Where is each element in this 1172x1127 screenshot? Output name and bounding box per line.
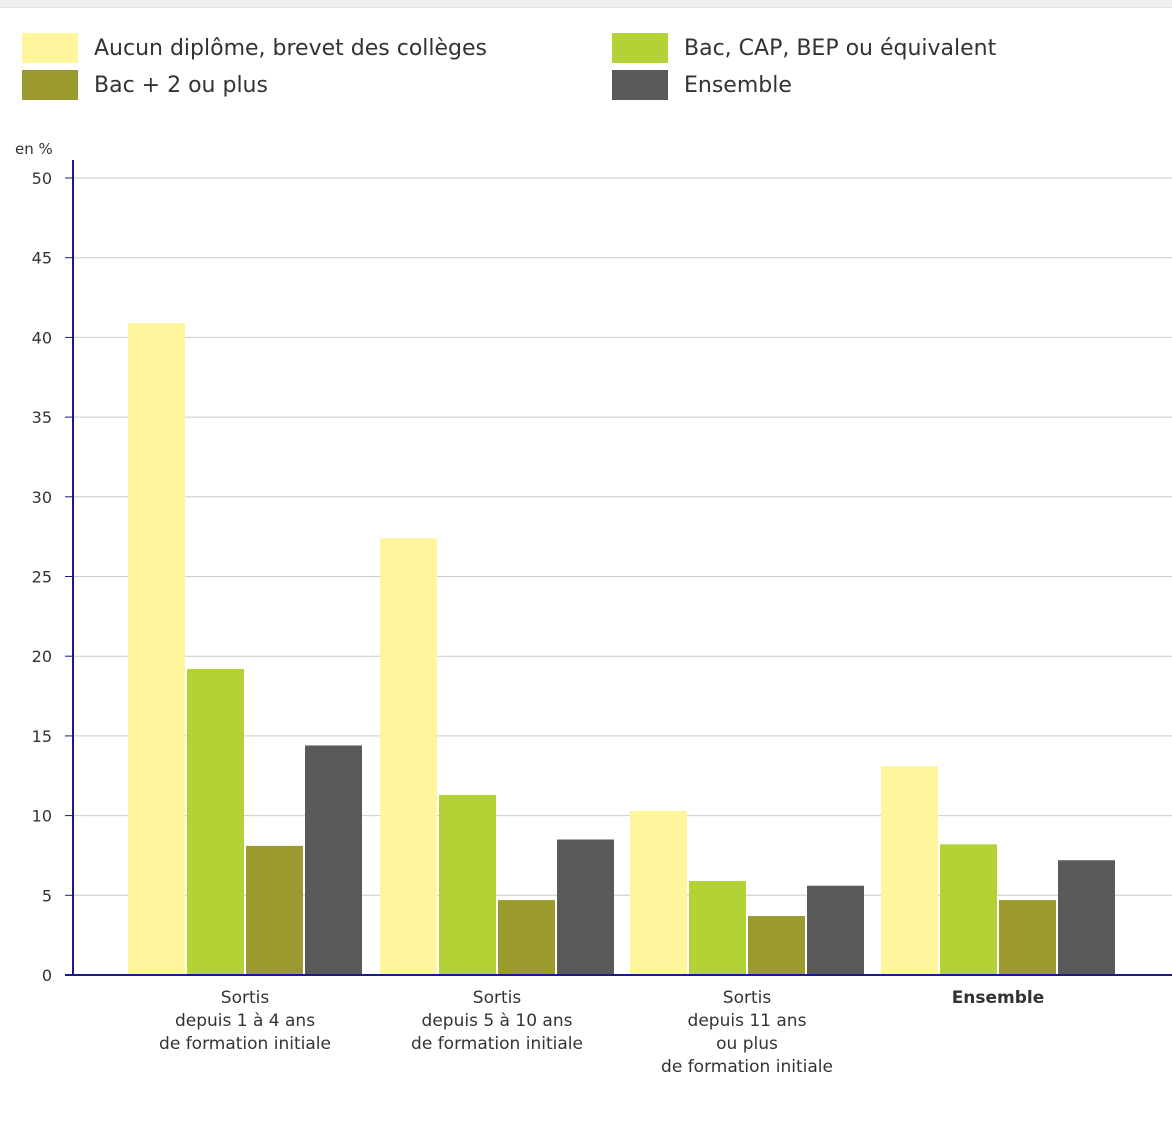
y-tick-label: 15 — [32, 727, 52, 746]
bar — [305, 745, 362, 975]
y-tick-label: 25 — [32, 568, 52, 587]
bar — [380, 538, 437, 975]
bar — [807, 885, 864, 975]
y-tick-label: 35 — [32, 408, 52, 427]
x-tick-label: ou plus — [716, 1034, 778, 1054]
bar — [940, 844, 997, 975]
bar — [630, 810, 687, 975]
bar — [128, 323, 185, 976]
bar — [689, 880, 746, 975]
x-tick-label: depuis 5 à 10 ans — [422, 1011, 573, 1031]
y-axis-unit-label: en % — [15, 140, 53, 158]
legend-item-ensemble[interactable]: Ensemble — [612, 70, 792, 100]
bar — [498, 900, 555, 975]
bar — [246, 845, 303, 975]
x-tick-label: Ensemble — [952, 988, 1045, 1008]
bar — [439, 794, 496, 975]
y-tick-label: 10 — [32, 807, 52, 826]
x-tick-label: de formation initiale — [159, 1034, 331, 1054]
bar — [1058, 860, 1115, 975]
legend-swatch-aucun-diplome — [22, 33, 78, 63]
y-tick-label: 45 — [32, 249, 52, 268]
x-tick-label: de formation initiale — [411, 1034, 583, 1054]
legend-label: Ensemble — [684, 72, 792, 98]
x-tick-label: depuis 11 ans — [688, 1011, 807, 1031]
x-tick-label: Sortis — [723, 988, 772, 1008]
legend-label: Aucun diplôme, brevet des collèges — [94, 35, 488, 61]
chart-legend: Aucun diplôme, brevet des collèges Bac, … — [0, 0, 1172, 110]
y-tick-label: 50 — [32, 169, 52, 188]
bar — [881, 766, 938, 975]
legend-label: Bac, CAP, BEP ou équivalent — [684, 35, 997, 61]
legend-label: Bac + 2 ou plus — [94, 72, 268, 98]
y-tick-label: 40 — [32, 328, 52, 347]
legend-item-aucun-diplome[interactable]: Aucun diplôme, brevet des collèges — [22, 33, 487, 63]
y-tick-label: 0 — [42, 966, 52, 985]
legend-swatch-bac-cap-bep — [612, 33, 668, 63]
x-tick-label: de formation initiale — [661, 1057, 833, 1077]
x-tick-label: Sortis — [473, 988, 522, 1008]
legend-swatch-ensemble — [612, 70, 668, 100]
y-tick-label: 20 — [32, 647, 52, 666]
y-tick-label: 5 — [42, 886, 52, 905]
x-tick-label: depuis 1 à 4 ans — [175, 1011, 315, 1031]
legend-item-bac-plus-2[interactable]: Bac + 2 ou plus — [22, 70, 268, 100]
legend-item-bac-cap-bep[interactable]: Bac, CAP, BEP ou équivalent — [612, 33, 996, 63]
legend-swatch-bac-plus-2 — [22, 70, 78, 100]
bar — [748, 916, 805, 975]
top-border — [0, 0, 1172, 8]
y-tick-label: 30 — [32, 488, 52, 507]
bar — [187, 668, 244, 975]
bar — [557, 839, 614, 975]
x-tick-label: Sortis — [221, 988, 270, 1008]
bar — [999, 900, 1056, 975]
